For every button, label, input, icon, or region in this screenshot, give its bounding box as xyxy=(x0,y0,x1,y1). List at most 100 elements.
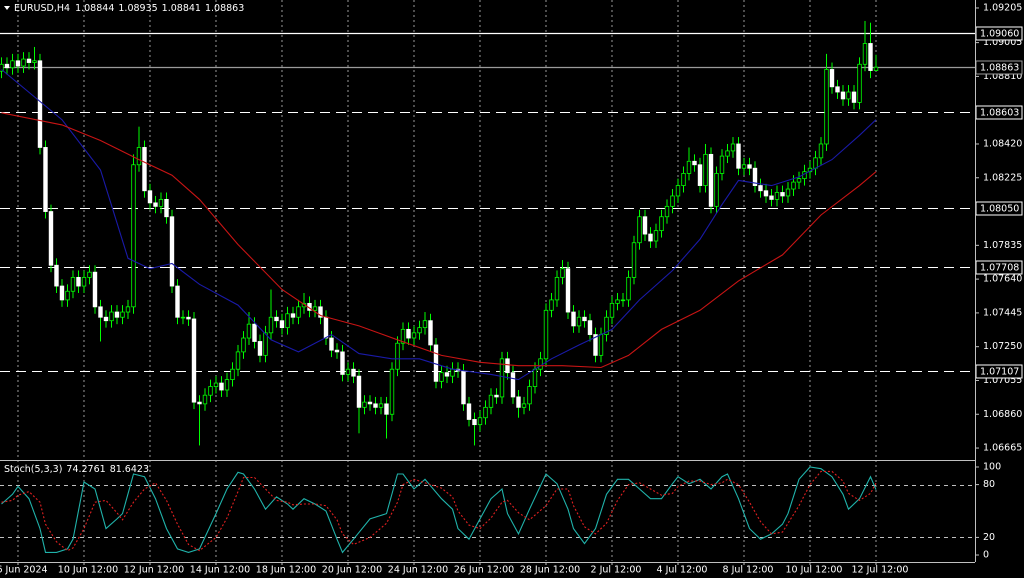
candle-body xyxy=(356,375,362,408)
candle-body xyxy=(851,91,857,103)
y-tick-label: 20 xyxy=(983,532,995,543)
candle-body xyxy=(675,185,681,197)
candle-body xyxy=(257,341,263,356)
y-tick-label: 1.06860 xyxy=(983,409,1022,420)
y-tick-label: 0 xyxy=(983,550,989,561)
candle-body xyxy=(153,202,158,207)
candle-body xyxy=(730,143,736,152)
candle-body xyxy=(796,178,802,183)
candle-body xyxy=(719,155,725,174)
candle-body xyxy=(65,290,70,301)
candle-body xyxy=(268,316,274,334)
price-label: 1.08050 xyxy=(980,204,1019,215)
candle-body xyxy=(395,342,400,370)
candle-body xyxy=(461,370,466,405)
x-tick-label: 8 Jul 12:00 xyxy=(723,565,774,576)
candle-body xyxy=(714,173,719,207)
candle-body xyxy=(378,403,384,408)
stoch-panel xyxy=(0,466,975,554)
candle-body xyxy=(10,60,15,69)
candle-body xyxy=(818,143,824,159)
grid xyxy=(17,0,877,561)
candle-body xyxy=(521,403,527,408)
candle-body xyxy=(252,323,257,342)
candle-body xyxy=(59,285,65,301)
candle-body xyxy=(516,396,521,408)
price-label: 1.08603 xyxy=(980,108,1019,119)
candle-body xyxy=(296,306,301,318)
candle-body xyxy=(598,334,604,356)
candle-body xyxy=(290,313,296,318)
candle-body xyxy=(510,372,516,398)
candle-body xyxy=(373,403,378,408)
candle-body xyxy=(70,276,76,292)
price-label: 1.09060 xyxy=(980,29,1019,40)
x-tick-label: 6 Jun 2024 xyxy=(0,565,48,576)
candle-body xyxy=(664,205,670,218)
price-label: 1.08863 xyxy=(980,63,1019,74)
candle-body xyxy=(582,316,587,322)
x-tick-label: 24 Jun 12:00 xyxy=(388,565,448,576)
candle-body xyxy=(483,406,488,419)
y-tick-label: 1.07250 xyxy=(983,341,1022,352)
candle-body xyxy=(697,164,703,186)
y-tick-label: 1.07055 xyxy=(983,375,1022,386)
price-label: 1.07708 xyxy=(980,263,1019,274)
candle-body xyxy=(648,233,653,242)
candle-body xyxy=(169,216,175,287)
candle-body xyxy=(868,43,873,71)
candle-body xyxy=(862,43,868,65)
candle-body xyxy=(785,188,791,197)
candle-body xyxy=(769,195,774,200)
candle-body xyxy=(263,332,268,356)
candle-body xyxy=(444,372,450,377)
candle-body xyxy=(175,285,180,318)
x-tick-label: 12 Jun 12:00 xyxy=(124,565,184,576)
x-tick-label: 4 Jul 12:00 xyxy=(657,565,708,576)
candle-body xyxy=(186,316,191,320)
candle-body xyxy=(87,271,92,278)
candle-body xyxy=(450,368,455,377)
candle-body xyxy=(593,334,598,356)
candle-body xyxy=(411,332,417,339)
candle-body xyxy=(692,160,697,166)
candle-body xyxy=(835,86,840,93)
x-tick-label: 26 Jun 12:00 xyxy=(454,565,514,576)
candle-body xyxy=(208,386,213,396)
candle-body xyxy=(725,150,730,157)
candle-body xyxy=(703,153,708,186)
price-panel xyxy=(0,20,975,446)
candle-body xyxy=(631,242,637,278)
candle-body xyxy=(367,401,373,405)
candle-body xyxy=(538,358,543,370)
candle-body xyxy=(274,316,279,322)
candle-body xyxy=(114,311,120,318)
x-tick-label: 2 Jul 12:00 xyxy=(591,565,642,576)
candle-body xyxy=(571,311,576,327)
candle-body xyxy=(736,143,741,169)
candle-body xyxy=(131,164,136,308)
candle-body xyxy=(780,192,785,197)
candle-body xyxy=(136,147,142,166)
candle-body xyxy=(98,306,103,318)
candle-body xyxy=(824,69,829,145)
candle-body xyxy=(499,358,505,398)
y-tick-label: 1.07445 xyxy=(983,307,1022,318)
candle-body xyxy=(26,58,32,63)
y-tick-label: 1.06665 xyxy=(983,443,1022,454)
candle-body xyxy=(642,216,648,235)
candle-body xyxy=(362,401,367,408)
candle-body xyxy=(406,328,411,339)
stoch-line xyxy=(1,466,877,554)
candle-body xyxy=(213,382,219,387)
candle-body xyxy=(329,337,334,351)
candle-body xyxy=(741,164,747,169)
candle-body xyxy=(857,63,862,103)
candle-body xyxy=(4,63,10,69)
candle-body xyxy=(686,160,692,174)
menu-arrow[interactable] xyxy=(4,6,10,10)
y-tick-label: 100 xyxy=(983,461,1001,472)
candle-body xyxy=(708,153,714,207)
candle-body xyxy=(747,164,752,169)
